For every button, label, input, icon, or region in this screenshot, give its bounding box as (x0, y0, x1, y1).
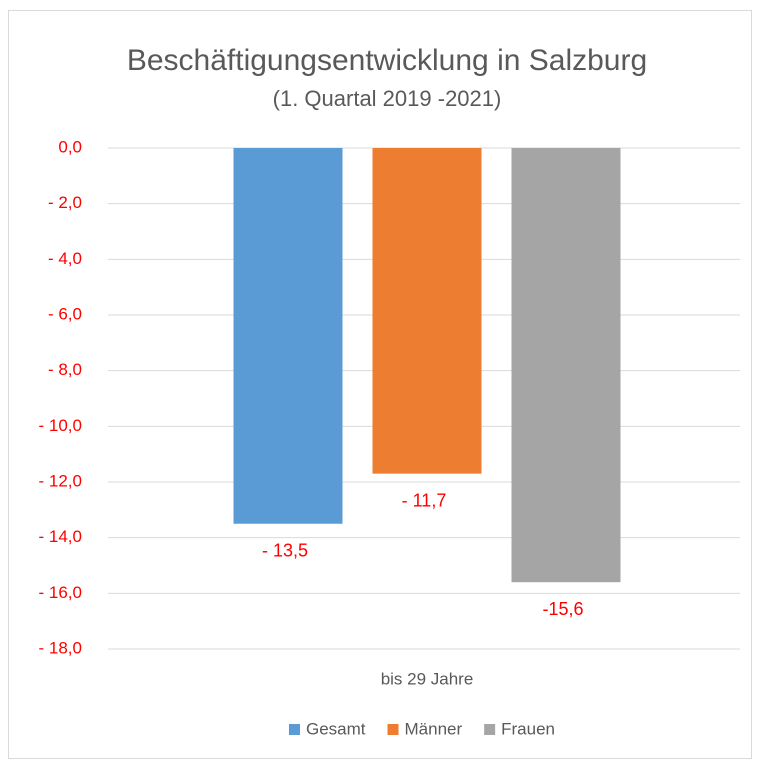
data-label: - 11,7 (402, 490, 447, 510)
legend-label: Gesamt (306, 719, 366, 738)
y-tick-label: - 8,0 (48, 360, 82, 379)
data-label: -15,6 (542, 599, 583, 619)
legend-swatch (484, 724, 496, 735)
y-tick-label: - 10,0 (39, 416, 82, 435)
data-label: - 13,5 (262, 541, 308, 561)
x-tick-label: bis 29 Jahre (381, 669, 474, 688)
legend-label: Männer (405, 719, 463, 738)
bar (511, 148, 621, 583)
y-tick-label: - 4,0 (48, 249, 82, 268)
legend-label: Frauen (501, 719, 555, 738)
y-tick-label: - 2,0 (48, 193, 82, 212)
chart-subtitle: (1. Quartal 2019 -2021) (273, 86, 502, 111)
bar (372, 148, 482, 474)
legend-swatch (387, 724, 399, 735)
y-tick-label: 0,0 (58, 137, 82, 156)
chart-title: Beschäftigungsentwicklung in Salzburg (127, 44, 647, 77)
y-tick-label: - 16,0 (39, 583, 82, 602)
y-tick-label: - 6,0 (48, 304, 82, 323)
y-tick-label: - 14,0 (39, 527, 82, 546)
y-tick-label: - 12,0 (39, 471, 82, 490)
legend-swatch (288, 724, 300, 735)
bar (233, 148, 343, 524)
y-tick-label: - 18,0 (39, 638, 82, 657)
